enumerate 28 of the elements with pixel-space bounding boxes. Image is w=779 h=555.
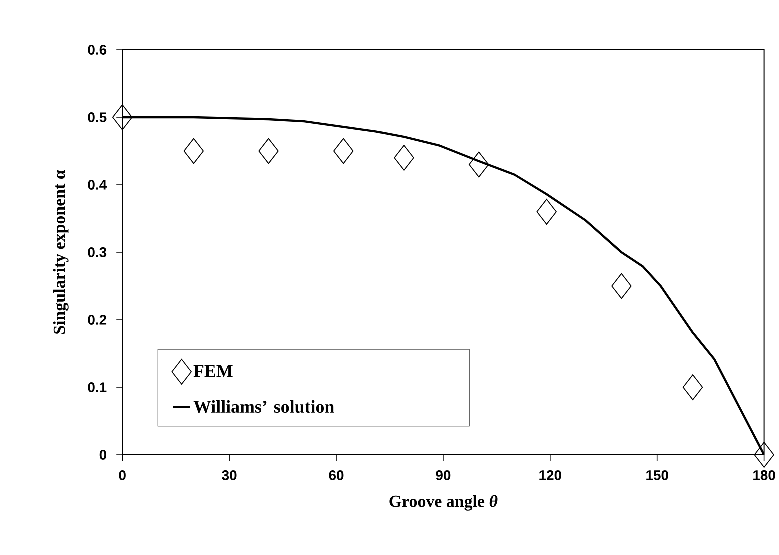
x-tick-label: 60 (329, 470, 344, 480)
x-tick-label: 30 (222, 470, 237, 480)
legend-label: Williams’ solution (194, 400, 334, 414)
x-axis-title: Groove angle θ (390, 495, 498, 511)
x-tick-label: 150 (646, 470, 668, 480)
x-tick-label: 120 (540, 470, 562, 480)
y-tick-label: 0.3 (88, 248, 107, 258)
point (184, 138, 204, 164)
point (258, 138, 279, 164)
point (468, 152, 490, 178)
y-tick-label: 0.1 (88, 382, 107, 392)
point (536, 199, 557, 225)
point (612, 273, 632, 300)
point (334, 138, 354, 164)
x-tick-label: 180 (754, 470, 776, 480)
y-tick-label: 0 (100, 450, 107, 460)
point (682, 374, 704, 400)
y-tick-label: 0.4 (88, 180, 108, 190)
y-tick-label: 0.2 (88, 315, 107, 325)
point (394, 145, 414, 171)
x-tick-label: 90 (436, 470, 451, 480)
y-tick-label: 0.5 (88, 112, 107, 122)
point (754, 442, 774, 468)
legend-label: FEM (194, 365, 233, 378)
point (112, 104, 133, 130)
y-tick-label: 0.6 (88, 45, 107, 55)
x-tick-label: 0 (119, 470, 126, 480)
y-axis-title: Singularity exponent α (53, 170, 69, 334)
